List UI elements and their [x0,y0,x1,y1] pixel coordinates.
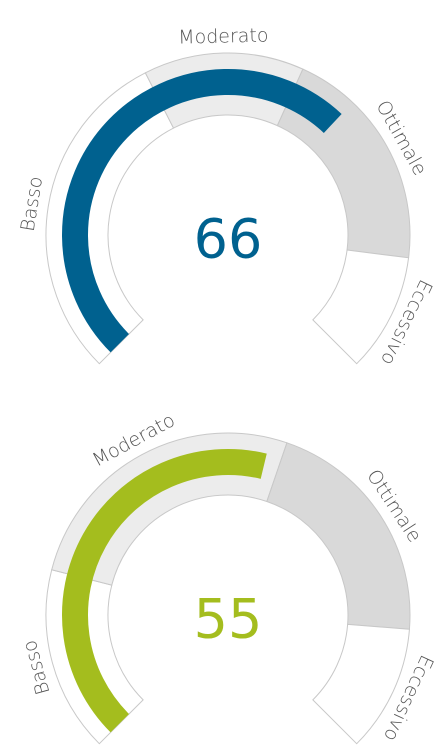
gauge-value: 55 [194,588,263,651]
gauge-zone [45,569,144,745]
gauge-zone [312,249,410,365]
gauge-zone [312,623,410,745]
gauge-value-arc [62,449,267,733]
zone-label: Moderato [178,24,269,48]
gauge-zone [266,442,411,630]
gauge-value: 66 [194,208,263,271]
gauge-value-arc [62,69,342,353]
zone-label: Basso [17,175,47,233]
